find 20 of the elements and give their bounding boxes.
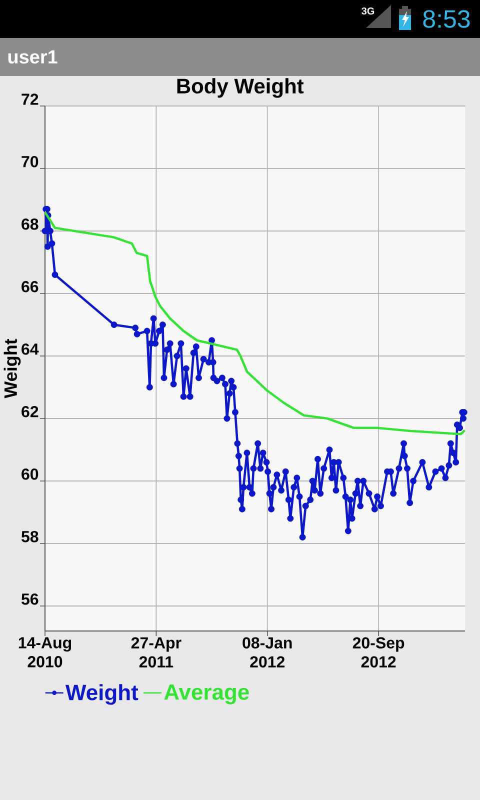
text: 8:53 (423, 10, 470, 28)
y-axis-title: Weight (4, 338, 21, 398)
x-tick-label: 27-Apr 2011 (131, 637, 182, 668)
y-tick-label: 68 (22, 218, 38, 230)
x-tick-label: 08-Jan 2012 (242, 637, 292, 668)
legend-label: Average (164, 684, 249, 704)
y-tick-label: 56 (21, 593, 38, 605)
text: 3G (362, 7, 374, 15)
x-tick-label: 14-Aug 2010 (18, 637, 72, 668)
y-tick-label: 66 (22, 280, 38, 292)
y-tick-label: 58 (21, 530, 38, 542)
y-tick-label: 70 (22, 156, 38, 168)
y-tick-label: 64 (22, 343, 39, 355)
x-tick-label: 20-Sep 2012 (352, 637, 404, 668)
text: user1 (8, 50, 58, 64)
y-tick-label: 62 (22, 406, 38, 418)
y-tick-label: 60 (22, 468, 38, 480)
legend-label: Weight (65, 684, 138, 705)
y-tick-label: 72 (22, 94, 38, 105)
chart-title: Body Weight (177, 78, 304, 98)
